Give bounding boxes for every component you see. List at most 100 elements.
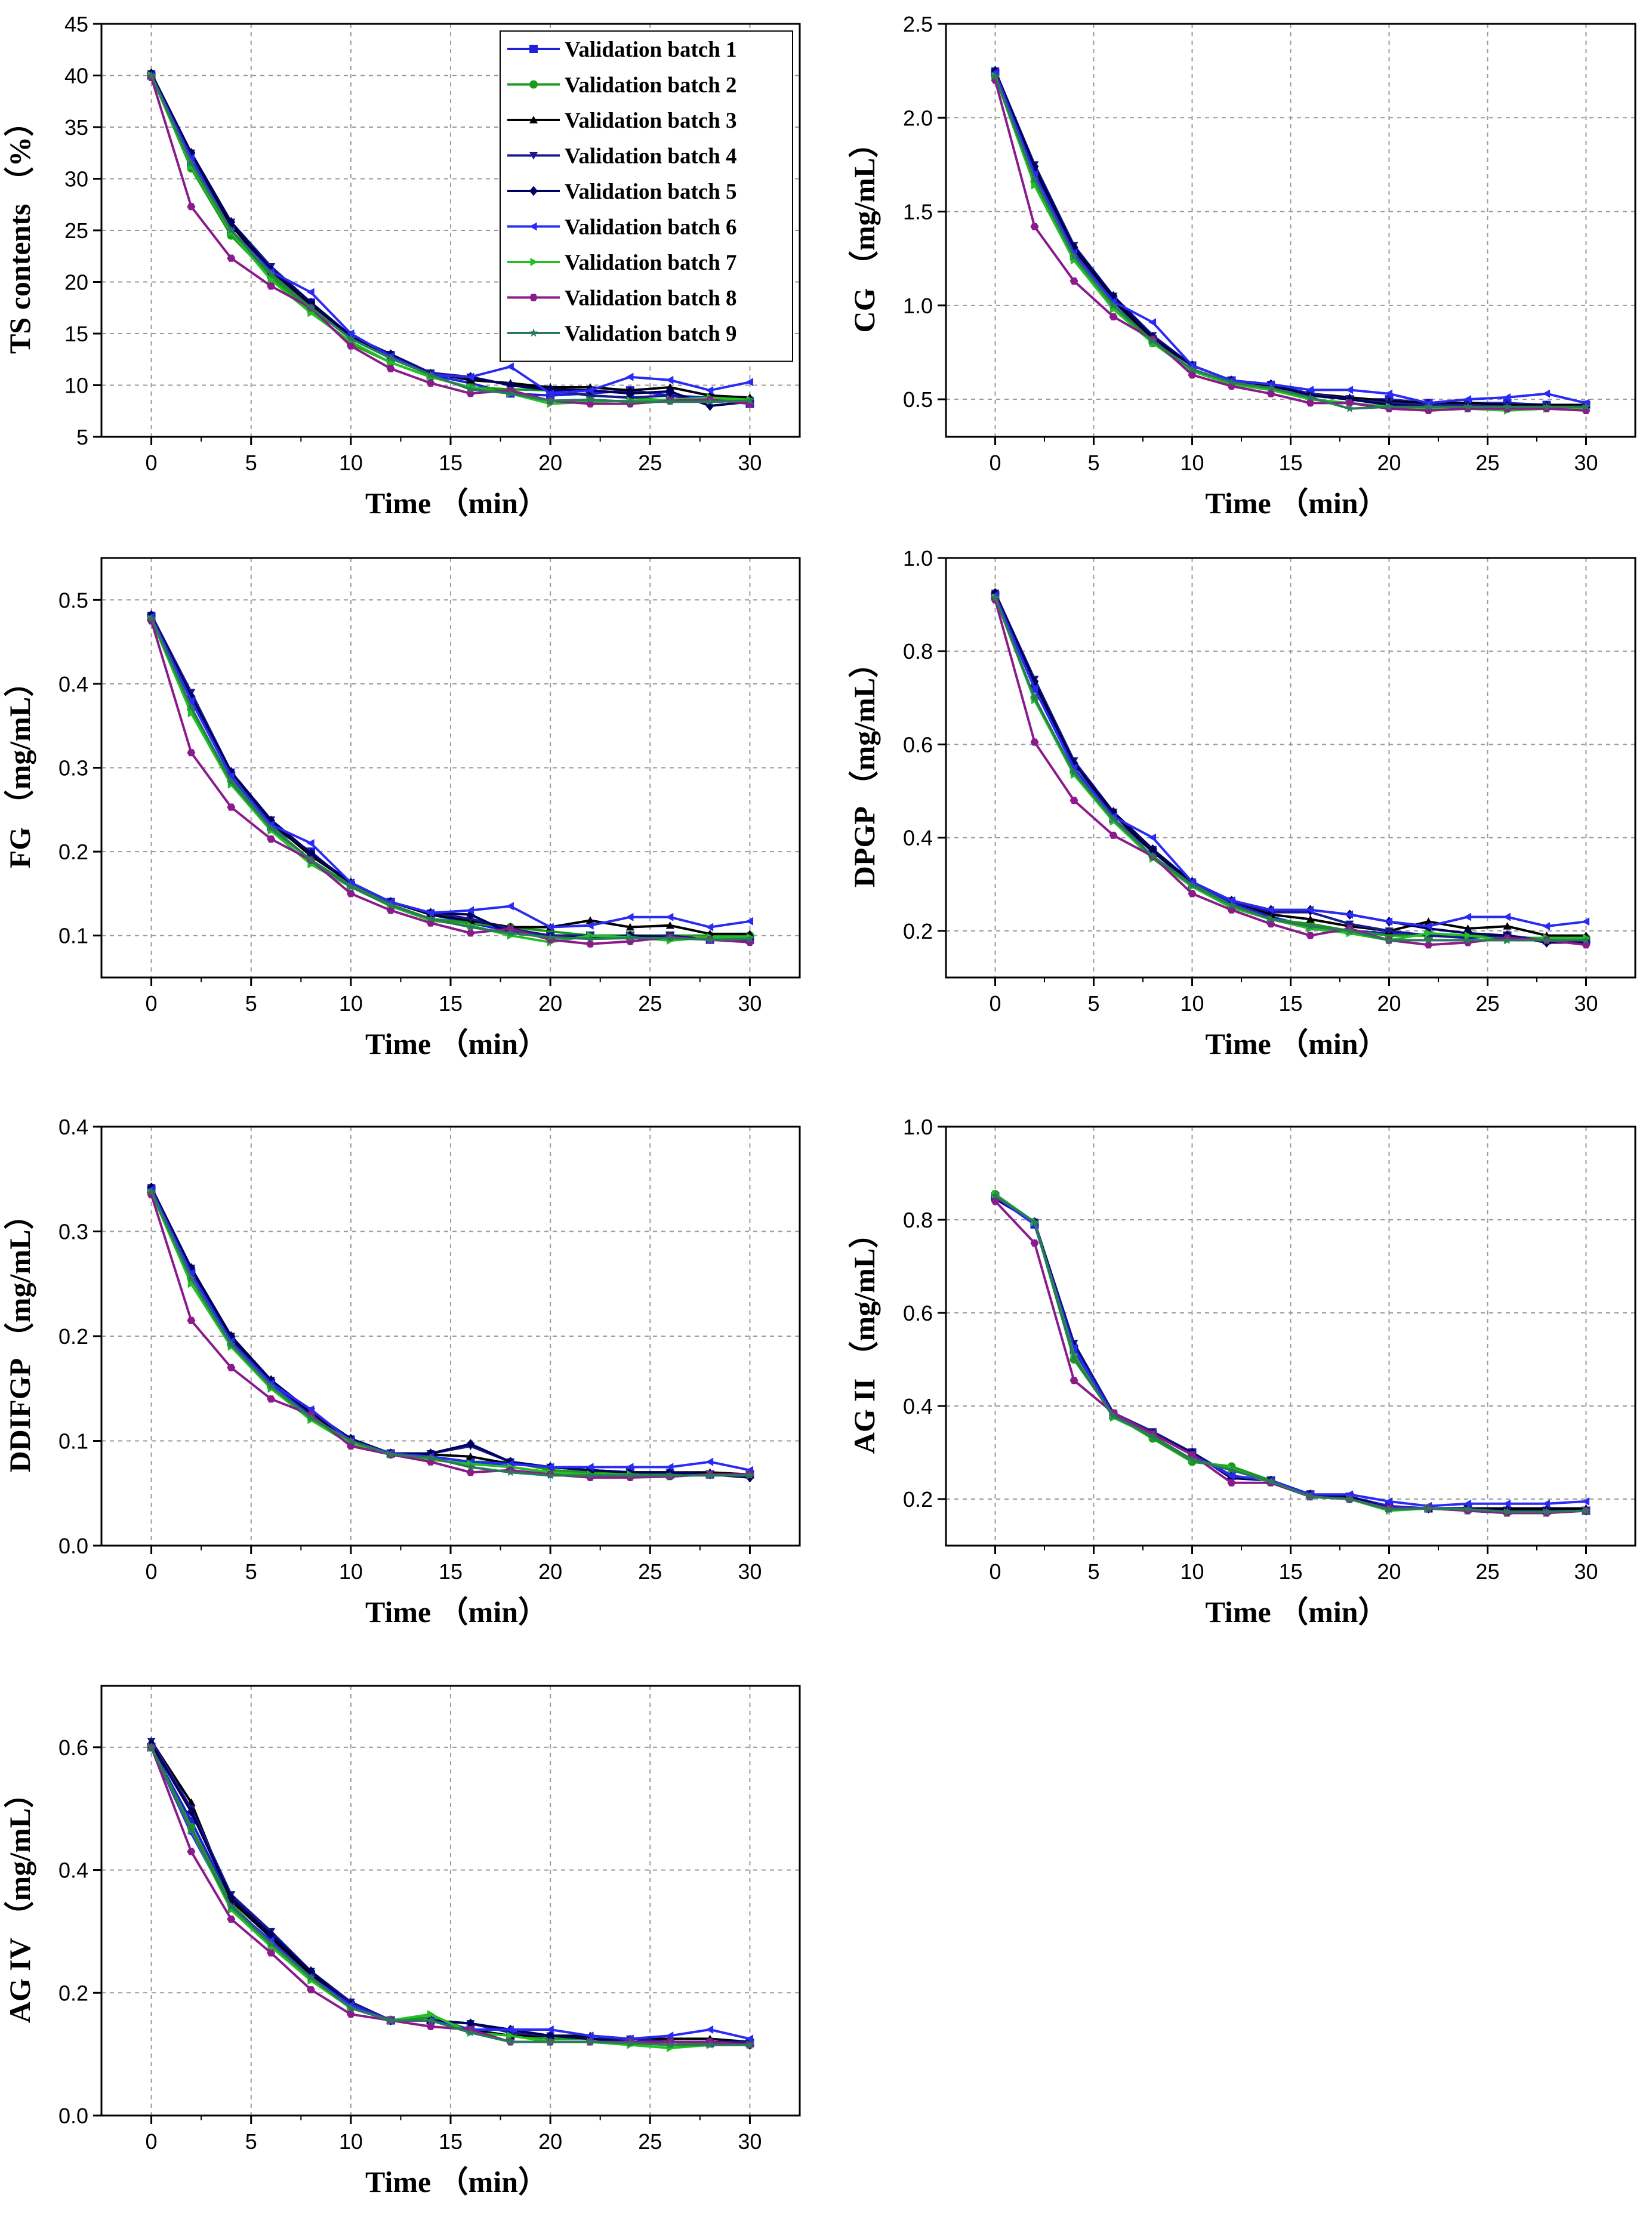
x-tick-label: 5 [245, 1559, 257, 1584]
data-point [1109, 313, 1118, 320]
x-tick-label: 25 [638, 451, 662, 475]
data-point [545, 932, 555, 941]
data-point [227, 1892, 236, 1903]
x-tick-label: 0 [989, 1559, 1001, 1584]
data-point [1385, 917, 1393, 926]
data-point [1463, 924, 1472, 932]
data-point [1306, 1492, 1315, 1501]
data-point [1109, 297, 1117, 306]
y-tick-label: 0.2 [58, 1324, 88, 1349]
x-tick-label: 30 [1574, 991, 1598, 1016]
y-tick-label: 0.2 [903, 1487, 933, 1512]
gridlines [946, 558, 1635, 978]
data-point [1148, 1432, 1157, 1440]
x-tick-label: 20 [1377, 451, 1401, 475]
data-point [1109, 1411, 1118, 1420]
data-point [426, 914, 435, 923]
data-point [1424, 1503, 1433, 1512]
series-line [150, 1189, 750, 1476]
data-point [346, 342, 355, 350]
chart-ag4: 0 5 10 15 20 25 30 0.0 0.2 0.4 0.6 Time （min） AG IV … [3, 1685, 801, 2198]
data-point [546, 389, 554, 398]
x-axis-title: Time （min） [365, 486, 548, 520]
y-tick-label: 0.4 [58, 1115, 88, 1139]
data-point [267, 1929, 276, 1939]
data-point [745, 917, 754, 926]
y-axis-title: AG II （mg/mL） [847, 1219, 881, 1454]
data-point [466, 372, 474, 381]
x-axis-title: Time （min） [1205, 1595, 1388, 1629]
data-point [1109, 831, 1118, 839]
legend-marker [529, 80, 538, 89]
legend-label: Validation batch 5 [565, 180, 737, 204]
data-point [346, 1436, 356, 1445]
y-tick-label: 10 [64, 374, 88, 398]
data-point [506, 1467, 515, 1476]
data-point [426, 1453, 435, 1461]
series-line [150, 1192, 750, 1478]
data-point [1148, 844, 1157, 855]
data-point [585, 934, 595, 943]
data-point [586, 1463, 594, 1472]
data-point [1424, 941, 1433, 949]
legend-label: Validation batch 1 [565, 38, 737, 62]
data-point [386, 365, 395, 372]
data-point [1031, 181, 1039, 190]
x-tick-label: 30 [1574, 1559, 1598, 1584]
x-tick-label: 5 [1087, 1559, 1099, 1584]
data-point [506, 902, 514, 911]
data-point [307, 1966, 315, 1976]
data-point [991, 593, 1000, 602]
data-point [227, 772, 235, 781]
legend-label: Validation batch 4 [565, 144, 737, 169]
data-point [466, 1462, 475, 1471]
data-point [187, 1848, 196, 1855]
x-tick-label: 10 [339, 991, 363, 1016]
y-tick-label: 25 [64, 218, 88, 243]
data-point [506, 362, 514, 371]
data-point [745, 934, 754, 943]
series-line [150, 620, 750, 945]
legend-label: Validation batch 3 [565, 109, 737, 133]
data-point [745, 938, 754, 946]
data-point [1030, 1239, 1039, 1247]
y-tick-label: 1.0 [903, 546, 933, 571]
plot-frame [100, 1685, 801, 2117]
series-line [150, 614, 750, 941]
data-point [1503, 1507, 1512, 1516]
series-line [994, 70, 1586, 408]
data-point [1503, 393, 1511, 402]
data-point [266, 1939, 276, 1948]
x-tick-label: 10 [1180, 991, 1204, 1016]
series-9 [147, 1187, 754, 1479]
data-point [346, 2003, 356, 2012]
x-tick-label: 0 [146, 991, 158, 1016]
data-point [1030, 169, 1038, 178]
data-point [1030, 175, 1039, 184]
series-5 [147, 1739, 754, 2050]
data-point [1070, 758, 1078, 769]
data-point [1266, 380, 1275, 388]
data-point [187, 702, 196, 711]
x-tick-label: 25 [638, 2129, 662, 2154]
data-point [625, 372, 634, 381]
data-point [306, 1972, 316, 1981]
series-line [150, 1747, 750, 2046]
data-point [586, 2031, 594, 2040]
data-point [506, 2037, 515, 2046]
data-point [427, 2010, 435, 2019]
y-tick-label: 0.4 [58, 1858, 88, 1883]
series-9 [147, 613, 754, 943]
y-tick-label: 40 [64, 64, 88, 88]
data-point [1109, 301, 1118, 309]
legend-box [500, 30, 793, 362]
data-point [585, 1470, 595, 1479]
x-tick-label: 10 [339, 1559, 363, 1584]
data-point [306, 855, 316, 864]
series-line [994, 72, 1586, 406]
y-tick-label: 0.8 [903, 639, 933, 664]
data-point [1503, 922, 1512, 930]
data-point [1188, 890, 1197, 898]
y-axis-title: DDIFGP （mg/mL） [3, 1200, 36, 1473]
data-point [586, 921, 594, 930]
